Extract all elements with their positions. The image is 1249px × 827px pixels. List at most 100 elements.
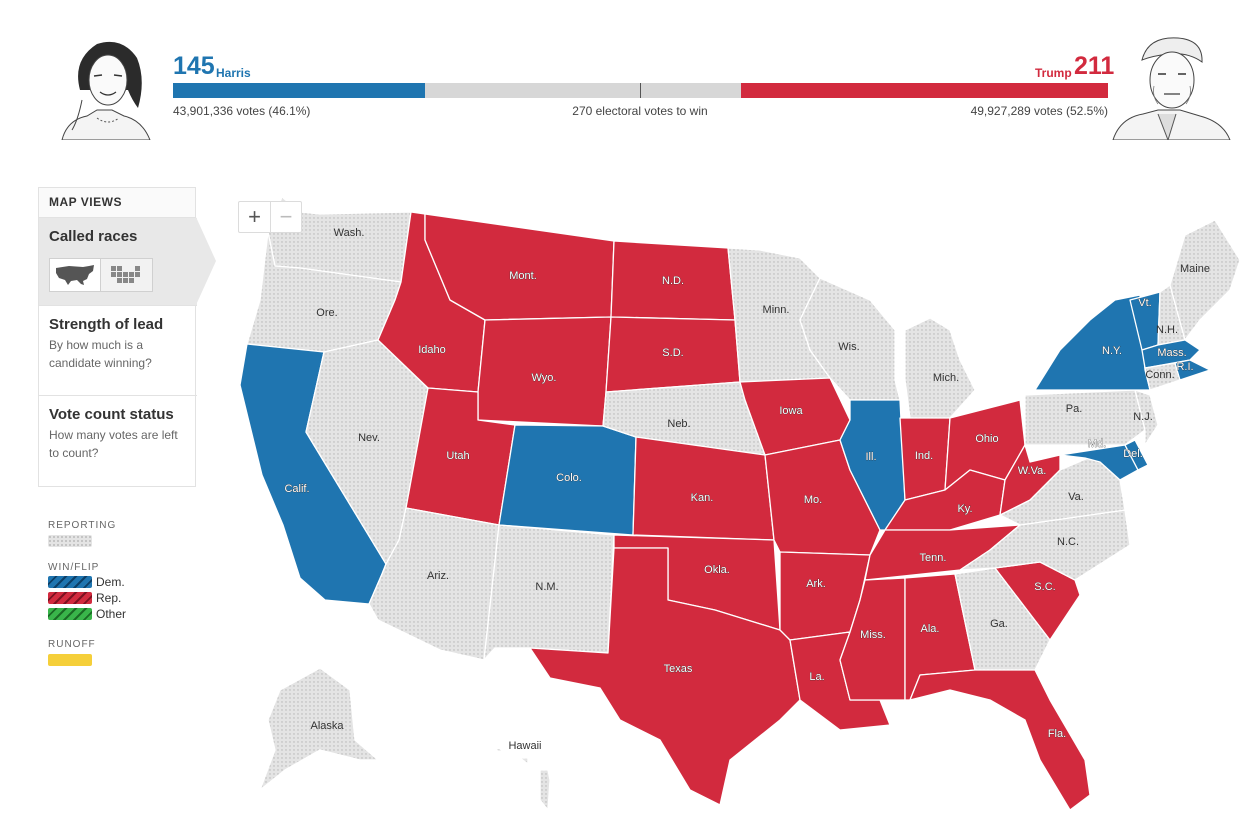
- label-ut: Utah: [446, 450, 469, 462]
- zoom-in-button[interactable]: +: [248, 204, 261, 229]
- state-ri[interactable]: [1174, 359, 1211, 381]
- legend-rep-swatch: [48, 592, 92, 604]
- legend-reporting-swatch: [48, 535, 92, 547]
- state-nc[interactable]: [959, 509, 1131, 581]
- legend-dem-swatch: [48, 576, 92, 588]
- label-nm: N.M.: [535, 581, 558, 593]
- map-views-panel: MAP VIEWS Called races Strength of: [38, 187, 197, 487]
- label-md: Md.: [1088, 438, 1106, 450]
- label-me: Maine: [1180, 263, 1210, 275]
- label-nc: N.C.: [1057, 536, 1079, 548]
- label-va: Va.: [1068, 491, 1084, 503]
- legend-winflip-title: WIN/FLIP: [48, 562, 100, 573]
- label-ok: Okla.: [704, 564, 730, 576]
- label-ca: Calif.: [284, 483, 309, 495]
- label-vt: Vt.: [1138, 297, 1151, 309]
- label-wy: Wyo.: [532, 372, 557, 384]
- label-mt: Mont.: [509, 270, 537, 282]
- map-style-toggle: [49, 258, 153, 292]
- label-ct: Conn.: [1145, 369, 1174, 381]
- harris-portrait-icon: [61, 41, 151, 140]
- legend-runoff-swatch: [48, 654, 92, 666]
- label-az: Ariz.: [427, 570, 449, 582]
- legend-rep-label: Rep.: [96, 591, 122, 605]
- label-nj: N.J.: [1133, 411, 1153, 423]
- label-or: Ore.: [316, 307, 337, 319]
- us-map-icon: [56, 265, 94, 285]
- harris-popular-votes: 43,901,336 votes (46.1%): [173, 104, 311, 118]
- label-ri: R.I.: [1176, 361, 1193, 373]
- view-status-label: Vote count status: [49, 406, 174, 423]
- view-strength-of-lead[interactable]: Strength of lead By how much is a candid…: [39, 306, 197, 396]
- label-wa: Wash.: [334, 227, 365, 239]
- active-view-pointer: [196, 217, 216, 305]
- state-tx[interactable]: [529, 547, 801, 806]
- label-fl: Fla.: [1048, 728, 1066, 740]
- view-status-description: How many votes are left to count?: [49, 428, 178, 460]
- state-ny[interactable]: [1034, 294, 1151, 391]
- label-ne: Neb.: [667, 418, 690, 430]
- electoral-vote-bar: [173, 83, 1108, 98]
- label-tx: Texas: [664, 663, 693, 675]
- view-called-races-label: Called races: [49, 228, 138, 245]
- legend-runoff-title: RUNOFF: [48, 639, 96, 650]
- state-ak[interactable]: [259, 667, 379, 791]
- label-mn: Minn.: [763, 304, 790, 316]
- state-nj[interactable]: [1134, 389, 1159, 446]
- legend-dem-label: Dem.: [96, 575, 125, 589]
- label-la: La.: [809, 671, 824, 683]
- tile-map-icon: [110, 266, 140, 283]
- trump-portrait-icon: [1112, 37, 1231, 140]
- label-ma: Mass.: [1157, 347, 1186, 359]
- state-fl[interactable]: [909, 669, 1091, 811]
- label-sc: S.C.: [1034, 581, 1055, 593]
- state-ms[interactable]: [839, 577, 906, 701]
- rep-bar-segment: [741, 83, 1108, 98]
- label-co: Colo.: [556, 472, 582, 484]
- label-ny: N.Y.: [1102, 345, 1122, 357]
- legend-other-label: Other: [96, 607, 127, 621]
- results-header: 145 Harris Trump 211 43,901,336 votes (4…: [0, 0, 1249, 150]
- label-nh: N.H.: [1156, 324, 1178, 336]
- state-mi[interactable]: [904, 317, 976, 419]
- label-ms: Miss.: [860, 629, 886, 641]
- state-wi[interactable]: [799, 277, 901, 401]
- view-called-races[interactable]: Called races: [39, 218, 197, 306]
- dem-bar-segment: [173, 83, 425, 98]
- state-wv[interactable]: [999, 444, 1061, 516]
- label-ga: Ga.: [990, 618, 1008, 630]
- label-id: Idaho: [418, 344, 446, 356]
- label-al: Ala.: [921, 623, 940, 635]
- label-nd: N.D.: [662, 275, 684, 287]
- label-ia: Iowa: [779, 405, 803, 417]
- map-views-title: MAP VIEWS: [39, 188, 195, 218]
- label-tn: Tenn.: [920, 552, 947, 564]
- legend-other-swatch: [48, 608, 92, 620]
- label-ks: Kan.: [691, 492, 714, 504]
- zoom-out-button[interactable]: −: [269, 202, 301, 232]
- label-ky: Ky.: [957, 503, 972, 515]
- state-labels: Wash. Ore. Calif. Nev. Idaho Mont. Wyo. …: [284, 227, 1210, 752]
- geographic-map-toggle[interactable]: [50, 259, 102, 291]
- state-me[interactable]: [1169, 219, 1241, 341]
- harris-name: Harris: [216, 66, 251, 80]
- state-de[interactable]: [1124, 439, 1149, 471]
- label-ar: Ark.: [806, 578, 826, 590]
- label-in: Ind.: [915, 450, 933, 462]
- label-il: Ill.: [866, 451, 877, 463]
- state-hi[interactable]: [494, 747, 551, 811]
- label-hi: Hawaii: [508, 740, 541, 752]
- label-ak: Alaska: [310, 720, 344, 732]
- tile-map-toggle[interactable]: [101, 259, 152, 291]
- label-nv: Nev.: [358, 432, 380, 444]
- view-vote-count-status[interactable]: Vote count status How many votes are lef…: [39, 396, 197, 486]
- label-mi: Mich.: [933, 372, 959, 384]
- label-mo: Mo.: [804, 494, 822, 506]
- state-pa[interactable]: [1024, 389, 1146, 446]
- legend-reporting-title: REPORTING: [48, 520, 117, 531]
- label-oh: Ohio: [975, 433, 998, 445]
- trump-popular-votes: 49,927,289 votes (52.5%): [970, 104, 1108, 118]
- zoom-controls: + −: [238, 201, 302, 233]
